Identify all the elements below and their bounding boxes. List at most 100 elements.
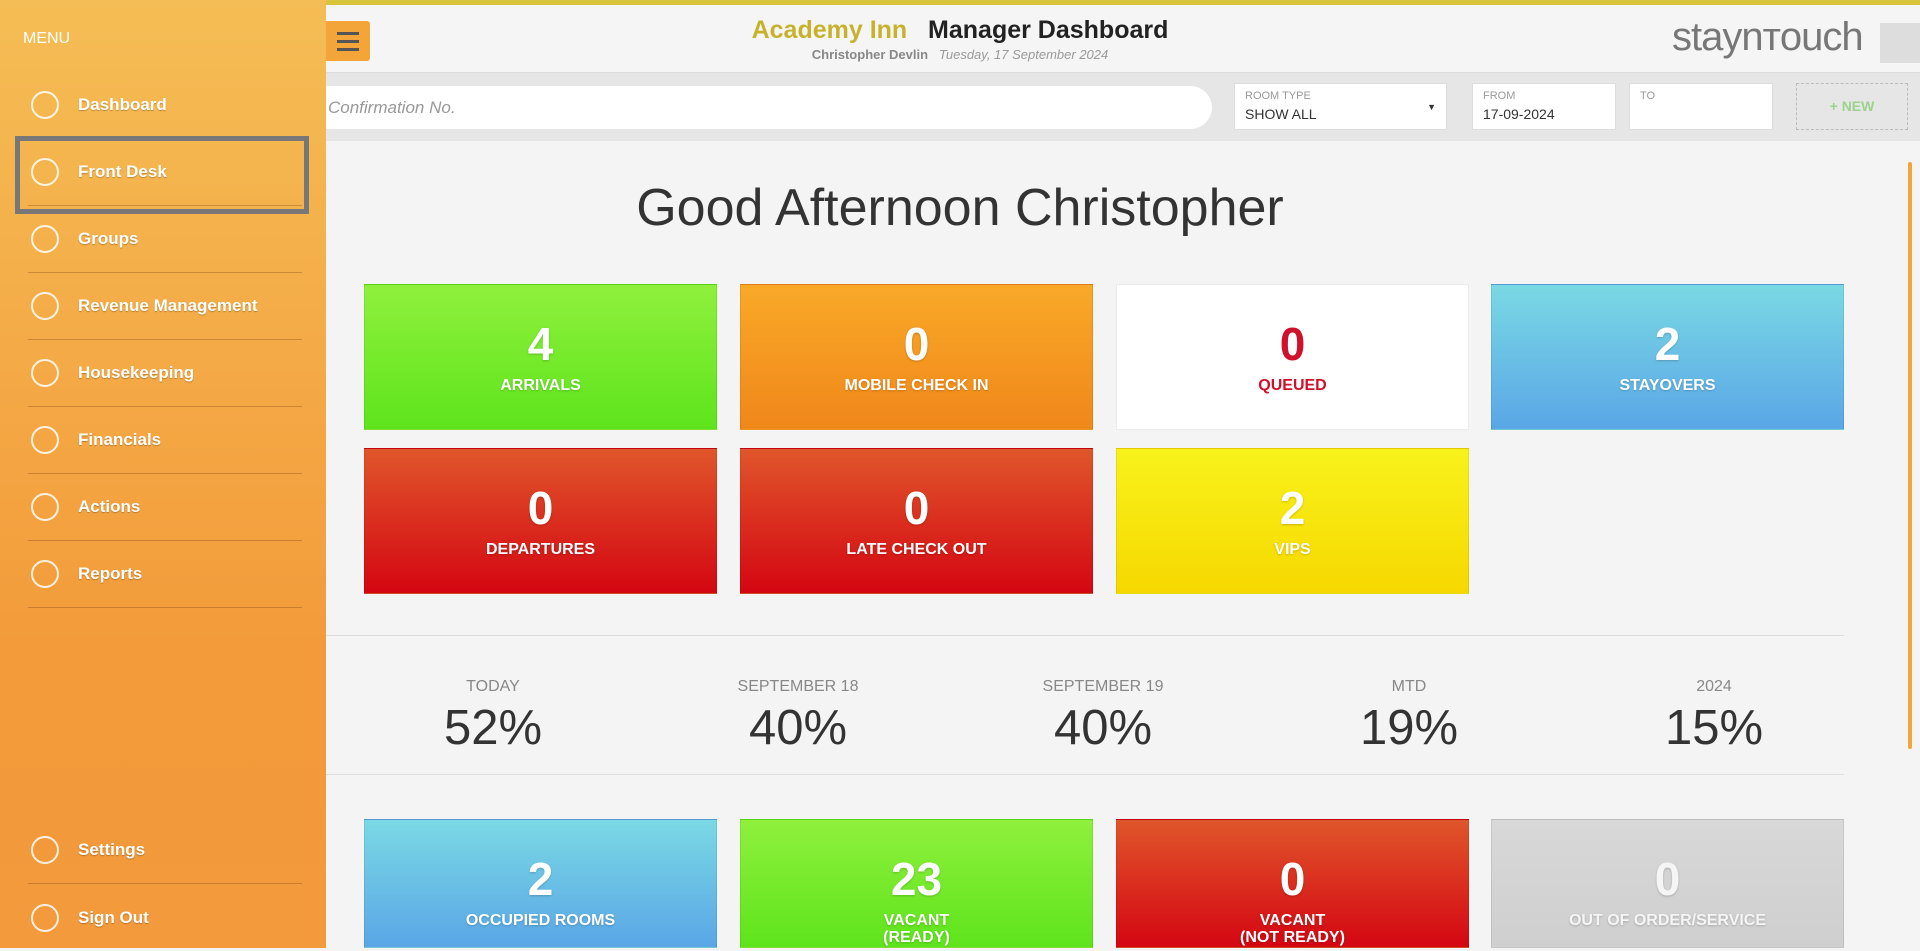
dropdown-arrow: ▼ bbox=[1427, 102, 1436, 112]
stat-value: 52% bbox=[443, 701, 543, 755]
from-date[interactable]: FROM 17-09-2024 bbox=[1472, 83, 1616, 130]
menu-item[interactable]: Revenue Management bbox=[28, 273, 302, 340]
activity-button[interactable] bbox=[1880, 23, 1920, 63]
divider bbox=[326, 635, 1844, 636]
stat-label: MTD bbox=[1391, 678, 1427, 695]
page-title: Manager Dashboard bbox=[928, 16, 1169, 44]
menu-icon bbox=[31, 91, 59, 119]
menu-item[interactable]: Actions bbox=[28, 474, 302, 541]
menu-icon bbox=[31, 903, 59, 932]
focus-highlight bbox=[15, 136, 309, 214]
stat-tile[interactable]: 4 ARRIVALS bbox=[364, 284, 717, 430]
logo: staynтouch bbox=[1672, 15, 1864, 59]
tile-label: VACANT (READY) bbox=[883, 912, 950, 946]
menu-item[interactable]: Housekeeping bbox=[28, 340, 302, 407]
to-date[interactable]: TO bbox=[1629, 83, 1773, 130]
menu-item[interactable]: Reports bbox=[28, 541, 302, 608]
menu-item[interactable]: Financials bbox=[28, 407, 302, 474]
tile-count: 0 bbox=[1654, 853, 1681, 905]
stat-tile[interactable]: 2 STAYOVERS bbox=[1491, 284, 1844, 430]
search-input[interactable]: Confirmation No. bbox=[326, 86, 1212, 129]
room-type-label: ROOM TYPE bbox=[1245, 90, 1311, 102]
tile-label: OUT OF ORDER/SERVICE bbox=[1568, 912, 1767, 929]
menu-item-label: Financials bbox=[78, 430, 162, 449]
top-bar: Academy Inn Manager Dashboard Christophe… bbox=[326, 0, 1920, 73]
menu-item[interactable]: Dashboard bbox=[28, 72, 302, 139]
date: Tuesday, 17 September 2024 bbox=[938, 47, 1109, 62]
tile-count: 0 bbox=[1279, 318, 1306, 370]
title-row: Academy Inn Manager Dashboard bbox=[326, 16, 1594, 45]
subtitle-row: Christopher Devlin Tuesday, 17 September… bbox=[326, 47, 1594, 62]
stat-tile[interactable]: 0 DEPARTURES bbox=[364, 448, 717, 594]
menu-icon bbox=[31, 225, 59, 253]
scrollbar[interactable] bbox=[1908, 162, 1912, 749]
menu-item[interactable]: Groups bbox=[28, 206, 302, 273]
occupancy-stat: SEPTEMBER 18 40% bbox=[648, 678, 948, 756]
room-tile[interactable]: 23 VACANT (READY) bbox=[740, 819, 1093, 948]
tile-count: 2 bbox=[1654, 318, 1681, 370]
divider bbox=[326, 774, 1844, 775]
menu-item-label: Sign Out bbox=[78, 907, 149, 927]
new-button[interactable]: + NEW bbox=[1796, 83, 1908, 130]
menu-icon bbox=[31, 359, 59, 387]
room-type-value: SHOW ALL bbox=[1245, 106, 1317, 122]
stat-tile[interactable]: 0 MOBILE CHECK IN bbox=[740, 284, 1093, 430]
tile-label: VIPS bbox=[1274, 541, 1311, 558]
tile-label: DEPARTURES bbox=[485, 541, 596, 558]
menu-label: MENU bbox=[23, 30, 71, 47]
menu-item-label: Housekeeping bbox=[78, 363, 195, 382]
tile-label: MOBILE CHECK IN bbox=[844, 377, 989, 394]
from-label: FROM bbox=[1483, 90, 1516, 102]
tile-count: 4 bbox=[527, 318, 554, 370]
stat-value: 15% bbox=[1664, 701, 1764, 755]
tile-label: OCCUPIED ROOMS bbox=[465, 912, 616, 929]
tile-label: QUEUED bbox=[1258, 377, 1327, 394]
menu-item-label: Settings bbox=[78, 840, 146, 859]
tile-label: ARRIVALS bbox=[500, 377, 581, 394]
menu-item-label: Actions bbox=[78, 497, 141, 516]
room-type-select[interactable]: ROOM TYPE SHOW ALL ▼ bbox=[1234, 83, 1447, 130]
occupancy-stat: MTD 19% bbox=[1259, 678, 1559, 756]
stat-label: SEPTEMBER 19 bbox=[1042, 678, 1164, 695]
menu-icon bbox=[31, 426, 59, 454]
menu-item[interactable]: Front Desk bbox=[28, 139, 302, 206]
room-tile[interactable]: 2 OCCUPIED ROOMS bbox=[364, 819, 717, 948]
tile-count: 2 bbox=[527, 853, 554, 905]
stat-value: 40% bbox=[748, 701, 848, 755]
tile-count: 0 bbox=[903, 482, 930, 534]
menu-item-label: Reports bbox=[78, 564, 143, 583]
tile-label: STAYOVERS bbox=[1619, 377, 1716, 394]
menu-item[interactable]: Sign Out bbox=[28, 884, 302, 951]
menu-item[interactable]: Settings bbox=[28, 817, 302, 884]
stat-label: 2024 bbox=[1696, 678, 1732, 695]
menu-item-label: Dashboard bbox=[78, 95, 167, 114]
tile-count: 2 bbox=[1279, 482, 1306, 534]
menu-icon bbox=[31, 493, 59, 521]
tile-count: 0 bbox=[527, 482, 554, 534]
room-tile[interactable]: 0 OUT OF ORDER/SERVICE bbox=[1491, 819, 1844, 948]
menu-icon bbox=[31, 560, 59, 588]
stat-tile[interactable]: 2 VIPS bbox=[1116, 448, 1469, 594]
greeting: Good Afternoon Christopher bbox=[636, 179, 1284, 237]
stat-tile[interactable]: 0 QUEUED bbox=[1116, 284, 1469, 430]
menu-icon bbox=[31, 836, 59, 864]
sidebar: MENU Dashboard Front Desk Groups Revenue Ma… bbox=[0, 0, 326, 948]
user-name: Christopher Devlin bbox=[811, 47, 929, 62]
menu-button[interactable] bbox=[326, 21, 370, 61]
menu-item-label: Front Desk bbox=[78, 162, 167, 181]
tile-count: 23 bbox=[890, 853, 943, 905]
stat-value: 19% bbox=[1359, 701, 1459, 755]
hotel-name: Academy Inn bbox=[751, 16, 908, 44]
occupancy-stat: TODAY 52% bbox=[343, 678, 643, 756]
stat-label: SEPTEMBER 18 bbox=[737, 678, 859, 695]
from-value: 17-09-2024 bbox=[1483, 106, 1555, 122]
tile-label: LATE CHECK OUT bbox=[846, 541, 987, 558]
occupancy-stat: SEPTEMBER 19 40% bbox=[953, 678, 1253, 756]
occupancy-stat: 2024 15% bbox=[1564, 678, 1864, 756]
room-tile[interactable]: 0 VACANT (NOT READY) bbox=[1116, 819, 1469, 948]
stat-tile[interactable]: 0 LATE CHECK OUT bbox=[740, 448, 1093, 594]
to-label: TO bbox=[1640, 90, 1656, 102]
menu-item-label: Groups bbox=[78, 229, 139, 248]
